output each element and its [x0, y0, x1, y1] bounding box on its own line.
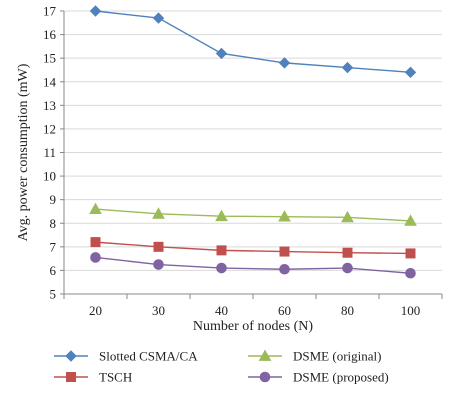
data-point: [405, 248, 416, 259]
legend-marker: [66, 372, 76, 382]
data-point: [216, 245, 227, 256]
y-tick-label: 16: [43, 27, 57, 42]
data-point: [341, 61, 354, 74]
data-point: [90, 252, 101, 263]
legend-label: Slotted CSMA/CA: [99, 349, 198, 364]
y-tick-label: 7: [50, 239, 57, 254]
y-tick-label: 12: [43, 121, 56, 136]
legend-marker: [259, 371, 271, 383]
series-line: [95, 10, 411, 74]
data-point: [153, 259, 164, 270]
legend: Slotted CSMA/CA DSME (original) TSCH DSME (…: [54, 349, 389, 385]
y-tick-label: 17: [43, 4, 57, 19]
x-axis-title: Number of nodes (N): [193, 319, 313, 334]
x-tick-label: 100: [401, 303, 421, 318]
legend-marker: [258, 349, 272, 361]
axes: [60, 10, 443, 299]
x-tick-label: 20: [89, 303, 102, 318]
y-tick-label: 11: [43, 145, 56, 160]
legend-item: Slotted CSMA/CA: [54, 349, 198, 364]
data-point: [341, 210, 354, 223]
legend-label: DSME (original): [293, 349, 381, 364]
legend-label: DSME (proposed): [293, 370, 389, 385]
y-tick-label: 9: [50, 192, 57, 207]
legend-item: TSCH: [54, 370, 132, 385]
legend-item: DSME (proposed): [248, 370, 389, 385]
data-point: [279, 263, 290, 275]
y-tick-label: 5: [50, 287, 57, 302]
data-point: [278, 57, 291, 69]
data-point: [89, 202, 102, 214]
x-tick-label: 80: [341, 303, 354, 318]
y-tick-labels: 5 6 7 8 9 10 11 12 13 14 15 16 17: [43, 4, 57, 302]
data-point: [404, 66, 417, 79]
x-tick-label: 60: [278, 303, 291, 318]
data-point: [89, 5, 102, 17]
series-line: [95, 256, 411, 274]
gridlines: [64, 10, 442, 295]
y-tick-label: 6: [50, 263, 57, 278]
x-tick-labels: 20 30 40 60 80 100: [89, 303, 420, 318]
legend-label: TSCH: [99, 370, 132, 385]
data-point: [342, 247, 353, 258]
x-tick-label: 30: [152, 303, 165, 318]
series-group: [89, 5, 417, 279]
data-point: [152, 207, 165, 219]
series-line: [95, 208, 411, 222]
series-0: [89, 5, 417, 79]
y-tick-label: 14: [43, 74, 57, 89]
y-tick-label: 15: [43, 51, 56, 66]
data-point: [405, 267, 416, 279]
x-tick-label: 40: [215, 303, 228, 318]
y-tick-label: 10: [43, 169, 56, 184]
legend-marker: [65, 350, 77, 362]
data-point: [215, 209, 228, 222]
data-point: [342, 262, 353, 274]
data-point: [215, 47, 228, 60]
series-2: [89, 202, 417, 226]
data-point: [404, 214, 417, 226]
data-point: [153, 241, 164, 252]
series-line: [95, 241, 411, 255]
data-point: [90, 237, 101, 248]
data-point: [216, 262, 227, 274]
legend-item: DSME (original): [248, 349, 381, 364]
y-axis-title: Avg. power consumption (mW): [16, 63, 31, 241]
series-1: [90, 237, 416, 259]
series-3: [90, 252, 416, 279]
y-tick-label: 13: [43, 98, 56, 113]
data-point: [278, 210, 291, 222]
data-point: [152, 12, 165, 24]
y-tick-label: 8: [50, 216, 57, 231]
data-point: [279, 246, 290, 257]
